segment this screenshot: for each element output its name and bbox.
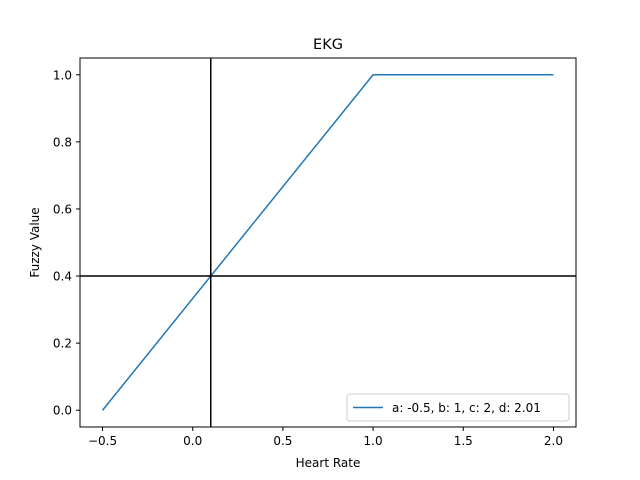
legend: a: -0.5, b: 1, c: 2, d: 2.01 [346,393,570,422]
chart-title: EKG [313,37,343,53]
plot-area [80,58,576,427]
x-axis-ticks: −0.5 0.0 0.5 1.0 1.5 2.0 [88,427,563,448]
x-tick-label: 2.0 [544,434,563,448]
x-tick-label: 0.5 [273,434,292,448]
reference-lines [80,58,576,427]
x-tick-label: 1.0 [364,434,383,448]
y-axis-label: Fuzzy Value [28,207,42,277]
legend-box [346,393,570,422]
y-tick-label: 0.2 [53,337,72,351]
legend-label: a: -0.5, b: 1, c: 2, d: 2.01 [392,401,541,415]
series-line-0 [101,74,554,411]
x-axis-label: Heart Rate [296,456,361,470]
series-layer [101,74,554,411]
y-tick-label: 0.6 [53,202,72,216]
x-tick-label: 1.5 [454,434,473,448]
y-axis-ticks: 0.0 0.2 0.4 0.6 0.8 1.0 [53,68,80,418]
y-tick-label: 1.0 [53,68,72,82]
y-tick-label: 0.4 [53,270,72,284]
y-tick-label: 0.0 [53,404,72,418]
x-tick-label: −0.5 [88,434,117,448]
x-tick-label: 0.0 [183,434,202,448]
y-tick-label: 0.8 [53,135,72,149]
plot-frame [79,57,577,428]
